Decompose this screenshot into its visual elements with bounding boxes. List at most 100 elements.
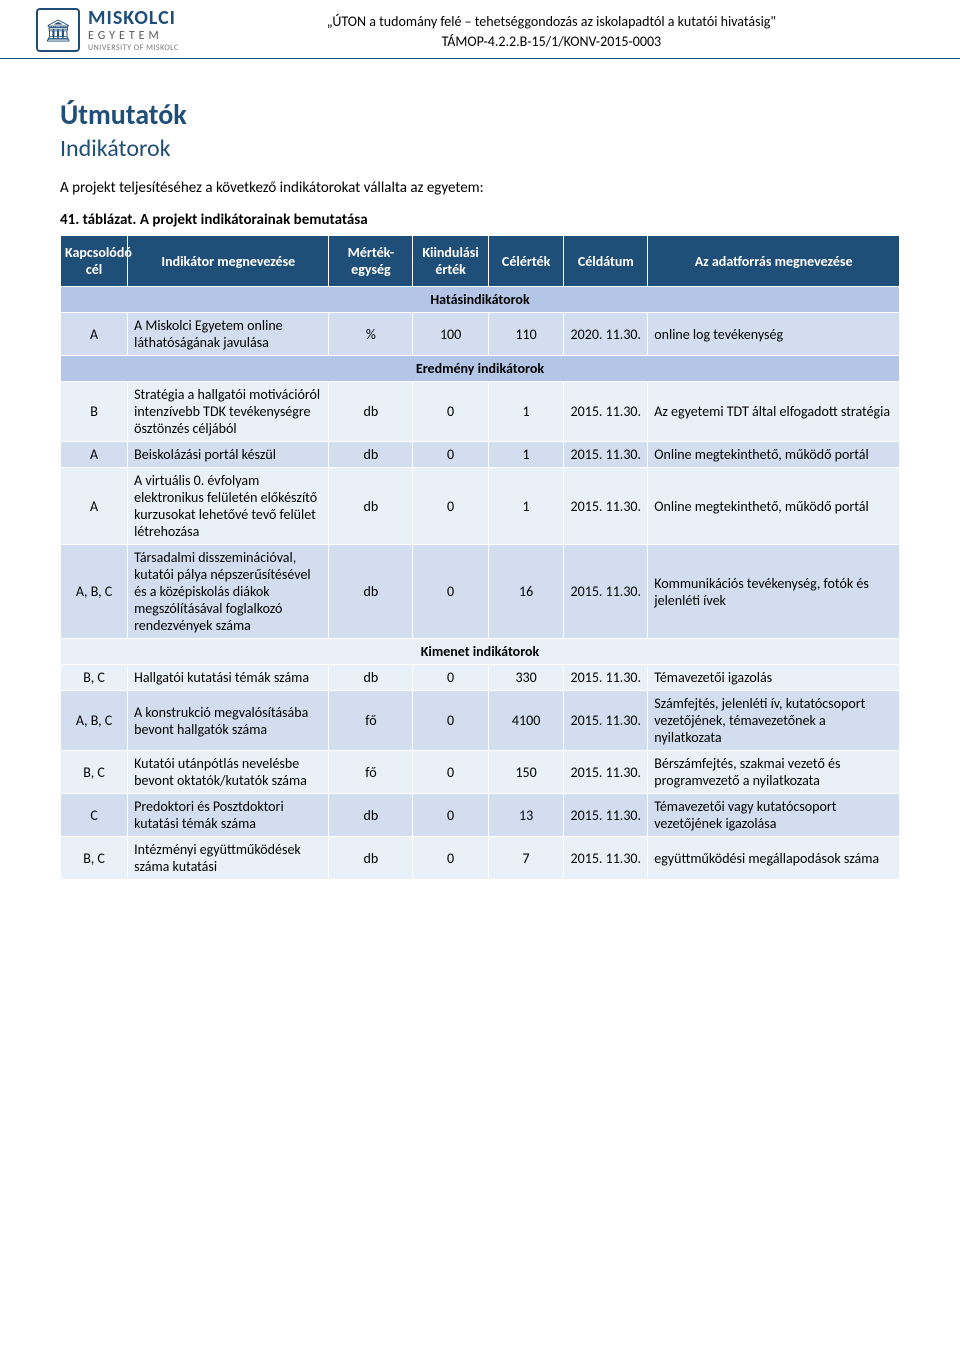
table-cell: 1 [488,382,564,442]
header-title-line1: „ÚTON a tudomány felé – tehetséggondozás… [327,13,776,30]
table-cell: 0 [413,691,489,751]
table-cell: 1 [488,442,564,468]
table-row: A, B, CA konstrukció megvalósításába bev… [61,691,900,751]
table-cell: db [329,794,413,837]
table-cell: db [329,665,413,691]
table-cell: Stratégia a hallgatói motivációról inten… [128,382,329,442]
table-cell: 2015. 11.30. [564,468,648,545]
table-cell: 0 [413,665,489,691]
table-cell: 2015. 11.30. [564,837,648,880]
university-logo: MISKOLCI EGYETEM UNIVERSITY OF MISKOLC [88,8,179,52]
intro-text: A projekt teljesítéséhez a következő ind… [60,179,900,197]
table-cell: A [61,468,128,545]
section-title: Indikátorok [60,134,900,163]
table-row: A, B, CTársadalmi disszeminációval, kuta… [61,545,900,639]
table-cell: fő [329,751,413,794]
table-row: BStratégia a hallgatói motivációról inte… [61,382,900,442]
table-cell: 2015. 11.30. [564,665,648,691]
table-cell: Számfejtés, jelenléti ív, kutatócsoport … [648,691,900,751]
table-header: Kapcsolódó cél Indikátor megnevezése Mér… [61,236,900,287]
header-title-line2: TÁMOP-4.2.2.B-15/1/KONV-2015-0003 [179,32,924,52]
header-title-block: „ÚTON a tudomány felé – tehetséggondozás… [179,8,924,51]
table-cell: Online megtekinthető, működő portál [648,442,900,468]
table-cell: 2015. 11.30. [564,442,648,468]
table-cell: 110 [488,313,564,356]
table-cell: 13 [488,794,564,837]
table-cell: 0 [413,382,489,442]
table-cell: B, C [61,837,128,880]
table-cell: A [61,442,128,468]
table-cell: 330 [488,665,564,691]
table-cell: 4100 [488,691,564,751]
logo-subcaption: UNIVERSITY OF MISKOLC [88,44,179,52]
table-cell: 100 [413,313,489,356]
table-cell: A, B, C [61,545,128,639]
col-celertek: Célérték [488,236,564,287]
table-row: ABeiskolázási portál készüldb012015. 11.… [61,442,900,468]
logo-subtitle: EGYETEM [88,30,179,42]
table-cell: 2015. 11.30. [564,751,648,794]
table-caption: 41. táblázat. A projekt indikátorainak b… [60,211,900,229]
table-cell: db [329,382,413,442]
crest-icon: 🏛 [36,8,80,52]
page-header: 🏛 MISKOLCI EGYETEM UNIVERSITY OF MISKOLC… [0,0,960,59]
table-cell: Társadalmi disszeminációval, kutatói pál… [128,545,329,639]
table-cell: 16 [488,545,564,639]
col-indikator: Indikátor megnevezése [128,236,329,287]
table-cell: B, C [61,665,128,691]
table-cell: 2015. 11.30. [564,691,648,751]
table-cell: C [61,794,128,837]
table-cell: 2015. 11.30. [564,545,648,639]
content: Útmutatók Indikátorok A projekt teljesít… [0,59,960,900]
table-section-row: Kimenet indikátorok [61,639,900,665]
table-cell: 150 [488,751,564,794]
section-title-cell: Kimenet indikátorok [61,639,900,665]
table-cell: Kommunikációs tevékenység, fotók és jele… [648,545,900,639]
table-cell: A, B, C [61,691,128,751]
table-cell: Az egyetemi TDT által elfogadott stratég… [648,382,900,442]
table-cell: B [61,382,128,442]
table-cell: 0 [413,468,489,545]
table-cell: online log tevékenység [648,313,900,356]
table-cell: Online megtekinthető, működő portál [648,468,900,545]
table-cell: 0 [413,794,489,837]
table-cell: B, C [61,751,128,794]
table-section-row: Eredmény indikátorok [61,356,900,382]
table-cell: 0 [413,442,489,468]
table-cell: együttműködési megállapodások száma [648,837,900,880]
table-cell: 2015. 11.30. [564,382,648,442]
indicators-table: Kapcsolódó cél Indikátor megnevezése Mér… [60,235,900,880]
table-cell: Intézményi együttműködések száma kutatás… [128,837,329,880]
table-cell: Bérszámfejtés, szakmai vezető és program… [648,751,900,794]
page: 🏛 MISKOLCI EGYETEM UNIVERSITY OF MISKOLC… [0,0,960,900]
logo-title: MISKOLCI [88,8,179,28]
table-cell: 0 [413,545,489,639]
col-adatforras: Az adatforrás megnevezése [648,236,900,287]
col-kiindulasi: Kiindulási érték [413,236,489,287]
table-row: AA Miskolci Egyetem online láthatóságána… [61,313,900,356]
table-cell: db [329,442,413,468]
col-mertek: Mérték-egység [329,236,413,287]
table-cell: A virtuális 0. évfolyam elektronikus fel… [128,468,329,545]
col-celdatum: Céldátum [564,236,648,287]
table-cell: Beiskolázási portál készül [128,442,329,468]
table-section-row: Hatásindikátorok [61,287,900,313]
table-cell: Kutatói utánpótlás nevelésbe bevont okta… [128,751,329,794]
table-row: B, CIntézményi együttműködések száma kut… [61,837,900,880]
table-cell: fő [329,691,413,751]
table-cell: 7 [488,837,564,880]
table-row: CPredoktori és Posztdoktori kutatási tém… [61,794,900,837]
table-cell: Predoktori és Posztdoktori kutatási témá… [128,794,329,837]
table-cell: 0 [413,837,489,880]
table-cell: db [329,837,413,880]
logo-block: 🏛 MISKOLCI EGYETEM UNIVERSITY OF MISKOLC [36,8,179,52]
table-cell: 0 [413,751,489,794]
table-cell: Hallgatói kutatási témák száma [128,665,329,691]
table-cell: 1 [488,468,564,545]
section-title-cell: Eredmény indikátorok [61,356,900,382]
table-body: HatásindikátorokAA Miskolci Egyetem onli… [61,287,900,880]
table-row: B, CHallgatói kutatási témák számadb0330… [61,665,900,691]
table-cell: db [329,468,413,545]
table-row: AA virtuális 0. évfolyam elektronikus fe… [61,468,900,545]
table-cell: 2020. 11.30. [564,313,648,356]
